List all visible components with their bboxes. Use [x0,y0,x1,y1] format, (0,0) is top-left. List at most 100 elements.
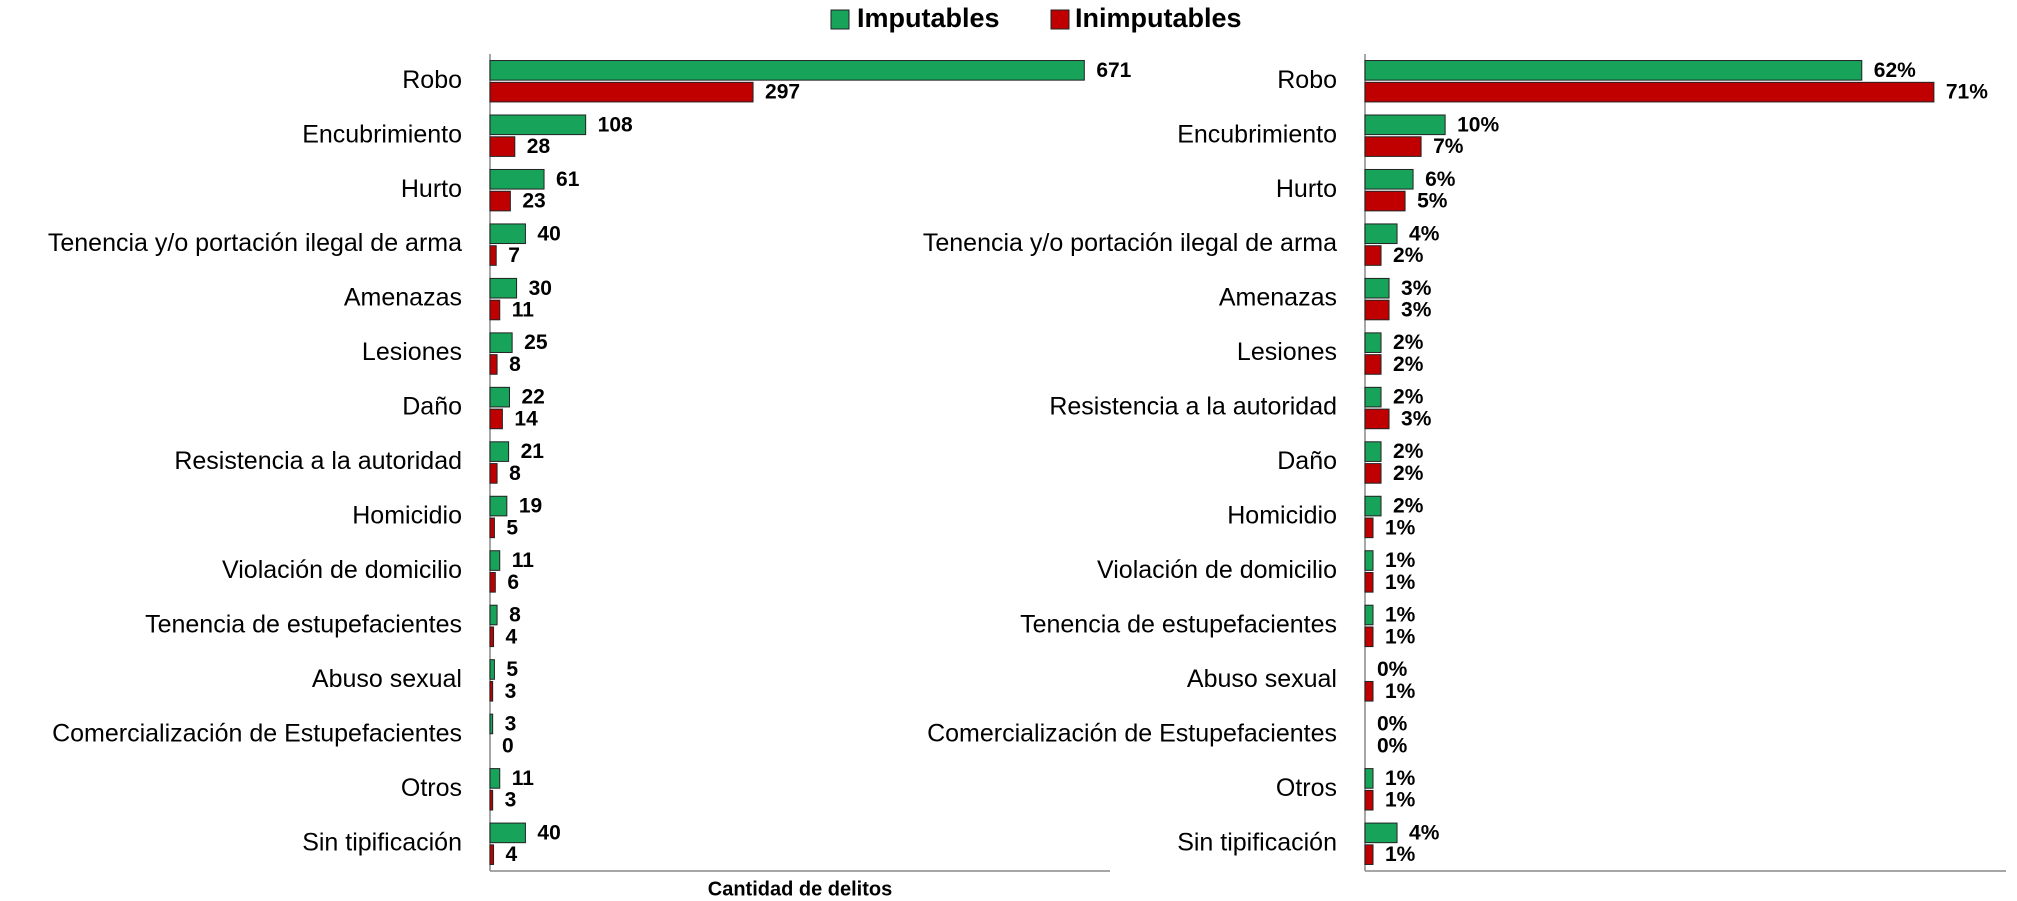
bar [1364,168,1414,190]
data-label: 40 [537,222,560,245]
bar [1364,114,1446,136]
data-label: 108 [598,113,633,136]
data-label: 23 [522,190,545,213]
data-label: 71% [1946,81,1988,104]
data-label: 7% [1433,135,1464,158]
data-label: 2% [1393,244,1424,267]
category-label: Encubrimiento [302,120,462,148]
data-label: 2% [1393,353,1424,376]
category-label: Amenazas [344,284,462,312]
data-label: 21 [521,440,545,463]
data-label: 5 [506,516,518,539]
category-label: Amenazas [1219,284,1337,312]
category-label: Violación de domicilio [1097,556,1337,584]
data-label: 1% [1385,843,1416,866]
data-label: 671 [1096,59,1131,82]
legend-swatch [830,9,850,30]
data-label: 4% [1409,222,1440,245]
bar [489,844,495,865]
bar [1364,495,1382,517]
bar [1364,768,1374,789]
bar [489,822,526,844]
bar [489,60,1085,81]
bar [1364,332,1382,353]
data-label: 3% [1401,299,1432,322]
bar [489,713,494,735]
category-label: Tenencia y/o portación ilegal de arma [48,229,462,257]
data-label: 14 [514,407,538,430]
x-axis-title: Cantidad de delitos [708,878,892,900]
bar [489,190,511,212]
data-label: 19 [519,495,542,518]
data-label: 30 [529,277,552,300]
bar [1364,517,1374,539]
data-label: 2% [1393,440,1424,463]
data-label: 28 [527,135,551,158]
data-label: 11 [512,549,535,572]
bar [1364,354,1382,375]
bar [1364,299,1390,321]
bar [1364,190,1406,212]
data-label: 4% [1409,821,1440,844]
category-label: Abuso sexual [312,665,462,693]
legend-swatch [1050,9,1070,30]
category-label: Homicidio [352,502,462,530]
bar [489,299,501,321]
bar [489,245,497,266]
bar [489,550,501,571]
data-label: 10% [1457,113,1499,136]
data-label: 1% [1385,571,1416,594]
data-label: 3 [505,789,517,812]
data-label: 62% [1874,59,1916,82]
bar [489,136,516,157]
legend-label: Imputables [857,3,1000,33]
data-label: 8 [509,353,521,376]
bar [489,572,496,593]
data-label: 1% [1385,625,1416,648]
category-label: Tenencia y/o portación ilegal de arma [923,229,1337,257]
bar [489,81,754,103]
data-label: 0% [1377,734,1408,757]
data-label: 297 [765,81,800,104]
bar [1364,223,1398,245]
category-label: Lesiones [362,338,462,366]
bar [489,114,587,136]
bar [489,626,495,648]
category-label: Otros [1276,774,1337,802]
category-label: Comercialización de Estupefacientes [52,719,462,747]
bar [489,789,494,811]
data-label: 3 [505,680,517,703]
bar [489,408,503,430]
category-label: Daño [1277,447,1337,475]
bar [489,495,508,517]
category-label: Tenencia de estupefacientes [1020,611,1337,639]
category-label: Lesiones [1237,338,1337,366]
bar [489,277,518,299]
bar [489,441,510,462]
bar [1364,277,1390,299]
bar [1364,408,1390,430]
bar [1364,550,1374,571]
bar [489,680,494,702]
data-label: 1% [1385,767,1416,790]
data-label: 5 [506,658,518,681]
bar [489,332,513,353]
bar [489,386,510,408]
data-label: 1% [1385,604,1416,627]
bar [1364,604,1374,626]
bar [1364,680,1374,702]
category-label: Comercialización de Estupefacientes [927,719,1337,747]
bar [489,659,495,680]
bar [1364,572,1374,593]
bar [489,354,498,375]
data-label: 0 [502,734,514,757]
data-label: 4 [506,625,518,648]
data-label: 3% [1401,277,1432,300]
data-label: 25 [524,331,548,354]
data-label: 11 [512,767,535,790]
category-label: Resistencia a la autoridad [1049,393,1337,421]
bar [1364,844,1374,865]
data-label: 2% [1393,386,1424,409]
bar [489,517,495,539]
data-label: 1% [1385,549,1416,572]
